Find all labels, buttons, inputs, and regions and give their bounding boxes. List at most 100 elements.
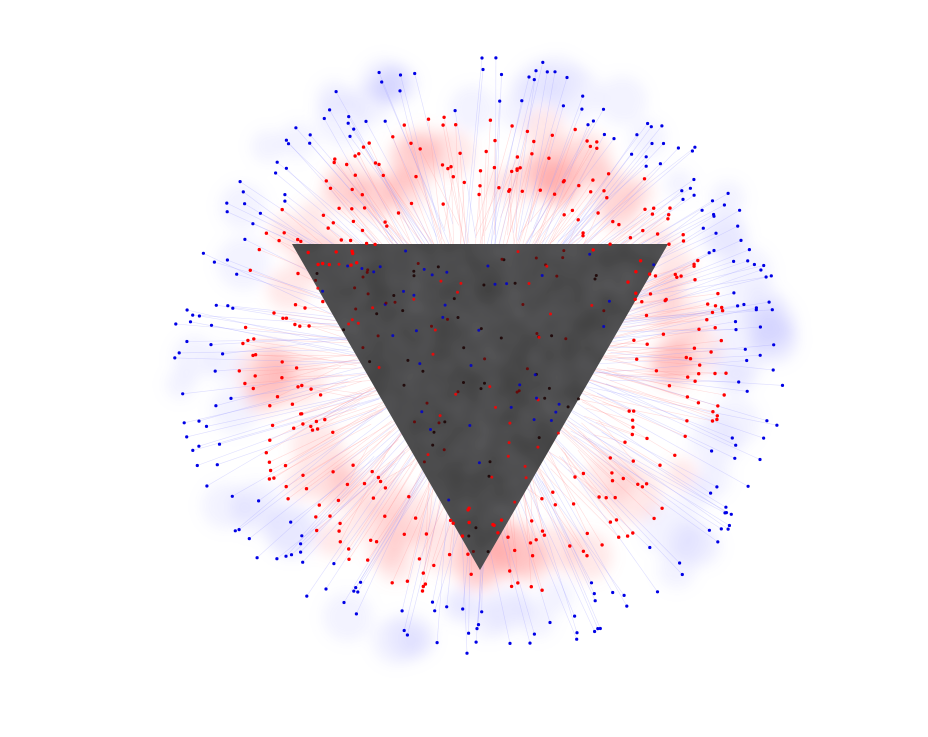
outer-ring-node (764, 275, 768, 279)
inner-ring-node (591, 178, 595, 182)
glow-blob (165, 369, 195, 400)
core-node (535, 396, 538, 400)
inner-ring-node (310, 428, 315, 432)
outer-ring-node (592, 592, 596, 596)
outer-ring-node (342, 600, 346, 605)
core-node (532, 418, 536, 422)
inner-ring-node (673, 453, 677, 457)
inner-ring-node (350, 187, 354, 192)
inner-ring-node (243, 325, 248, 330)
outer-ring-node (635, 133, 639, 137)
outer-ring-node (233, 529, 237, 533)
inner-ring-node (513, 548, 517, 553)
outer-ring-node (591, 119, 596, 123)
inner-ring-edge (239, 367, 386, 372)
outer-ring-node (205, 484, 209, 488)
core-triangle-texture (292, 244, 668, 570)
outer-ring-node (299, 542, 303, 546)
inner-ring-node (364, 241, 369, 246)
outer-ring-node (716, 540, 720, 544)
outer-ring-node (356, 590, 360, 594)
outer-ring-node (229, 396, 233, 400)
inner-ring-node (451, 175, 455, 179)
outer-ring-edge (601, 329, 737, 333)
inner-ring-node (650, 212, 655, 216)
outer-ring-node (680, 572, 684, 577)
inner-ring-node (698, 363, 702, 367)
outer-ring-edge (537, 124, 589, 258)
inner-ring-node (418, 147, 422, 151)
inner-ring-node (634, 270, 638, 274)
outer-ring-edge (484, 100, 523, 273)
inner-ring-edge (358, 153, 403, 242)
outer-ring-edge (353, 128, 439, 265)
inner-ring-edge (479, 125, 513, 245)
inner-ring-node (617, 222, 621, 227)
inner-ring-edge (247, 340, 379, 361)
inner-ring-node (506, 535, 510, 539)
core-node (368, 360, 372, 364)
outer-ring-edge (198, 365, 396, 422)
outer-ring-node (709, 491, 713, 495)
inner-ring-node (715, 414, 719, 418)
inner-ring-node (304, 487, 309, 491)
inner-ring-node (611, 219, 615, 224)
outer-ring-edge (215, 361, 384, 406)
inner-ring-node (608, 242, 612, 246)
outer-ring-node (461, 607, 465, 611)
core-node (446, 317, 449, 321)
inner-ring-edge (317, 402, 360, 430)
inner-ring-edge (302, 408, 357, 425)
outer-ring-node (644, 164, 648, 168)
outer-ring-node (742, 302, 746, 307)
outer-ring-edge (563, 371, 733, 439)
outer-ring-edge (519, 484, 575, 617)
outer-ring-node (352, 589, 356, 593)
inner-ring-node (515, 155, 520, 159)
inner-ring-node (298, 324, 302, 328)
inner-ring-edge (605, 373, 699, 376)
outer-ring-node (352, 127, 356, 131)
outer-ring-edge (564, 421, 710, 531)
core-node (593, 277, 597, 281)
glow-blob (481, 586, 529, 633)
inner-ring-node (644, 313, 649, 318)
inner-ring-node (581, 549, 586, 553)
outer-ring-node (548, 620, 552, 625)
core-node (321, 289, 325, 293)
outer-ring-node (214, 303, 218, 307)
inner-ring-edge (602, 401, 630, 412)
inner-ring-node (693, 379, 697, 383)
inner-ring-node (301, 473, 305, 477)
core-node (412, 297, 416, 301)
outer-ring-node (714, 231, 718, 235)
outer-ring-node (499, 72, 504, 77)
outer-ring-edge (198, 393, 371, 447)
outer-ring-edge (562, 146, 696, 251)
outer-ring-node (213, 369, 217, 373)
inner-ring-edge (391, 473, 441, 583)
outer-ring-node (655, 590, 660, 594)
outer-ring-node (565, 75, 569, 80)
inner-ring-edge (316, 384, 387, 422)
inner-ring-node (284, 316, 289, 320)
outer-ring-node (580, 107, 584, 111)
inner-ring-node (608, 456, 612, 460)
glow-blob (366, 529, 405, 568)
outer-ring-node (630, 152, 634, 156)
core-node (412, 293, 416, 297)
outer-ring-edge (595, 368, 767, 421)
outer-ring-node (710, 199, 715, 203)
core-node (549, 312, 552, 316)
core-node (456, 290, 459, 294)
outer-ring-node (230, 494, 234, 498)
inner-ring-node (679, 274, 683, 278)
core-node (353, 286, 357, 290)
inner-ring-node (634, 291, 638, 295)
outer-ring-node (520, 99, 524, 103)
inner-ring-node (613, 495, 617, 500)
inner-ring-node (449, 165, 453, 169)
glow-blob (597, 75, 647, 126)
inner-ring-edge (281, 374, 343, 378)
